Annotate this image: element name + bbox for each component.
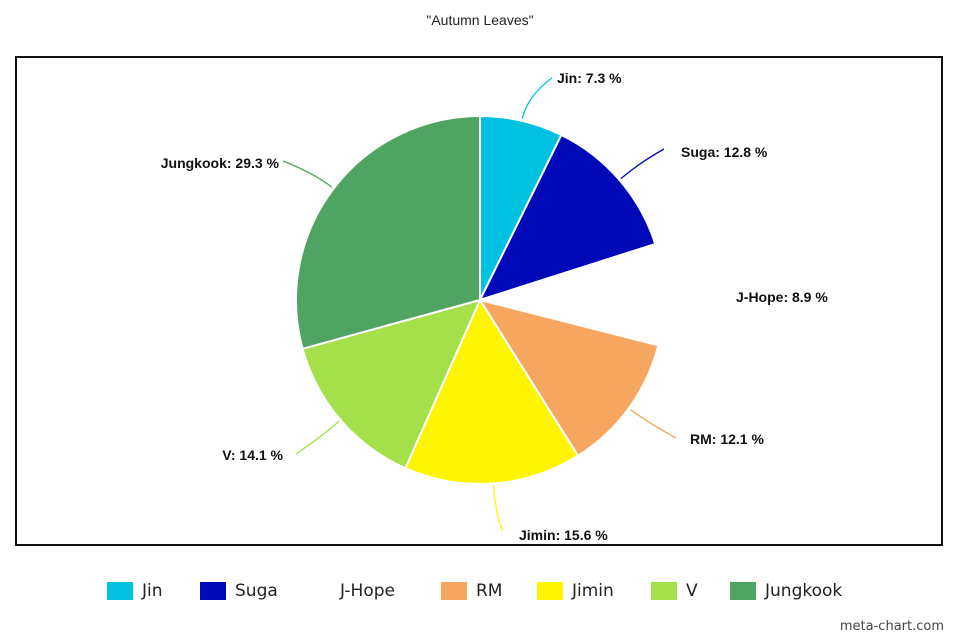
legend-label: J-Hope bbox=[340, 581, 395, 601]
slice-label-jin: Jin: 7.3 % bbox=[557, 70, 622, 86]
leader-line-rm bbox=[629, 408, 677, 439]
leader-line-suga bbox=[620, 148, 665, 180]
legend-swatch bbox=[200, 582, 226, 600]
pie-slice-jimin bbox=[404, 297, 580, 485]
legend-swatch bbox=[537, 582, 563, 600]
slice-label-jimin: Jimin: 15.6 % bbox=[519, 527, 608, 543]
slice-label-v: V: 14.1 % bbox=[222, 447, 283, 463]
legend-item-jin[interactable]: Jin bbox=[107, 577, 163, 605]
leader-line-jin bbox=[521, 77, 553, 120]
legend: Jin Suga J-Hope RM Jimin V Jungkook bbox=[0, 577, 960, 605]
legend-label: Jin bbox=[142, 581, 163, 601]
slice-label-suga: Suga: 12.8 % bbox=[681, 144, 768, 160]
plot-frame bbox=[15, 56, 943, 546]
slice-label-j-hope: J-Hope: 8.9 % bbox=[736, 289, 828, 305]
pie-slice-v bbox=[301, 298, 482, 470]
pie-slice-j-hope bbox=[476, 242, 665, 347]
pie-slice-suga bbox=[478, 133, 657, 302]
legend-item-j-hope[interactable]: J-Hope bbox=[305, 577, 395, 605]
legend-item-rm[interactable]: RM bbox=[441, 577, 502, 605]
credit-text: meta-chart.com bbox=[839, 619, 944, 634]
slice-label-jungkook: Jungkook: 29.3 % bbox=[161, 155, 280, 171]
slice-label-rm: RM: 12.1 % bbox=[690, 431, 764, 447]
legend-item-jimin[interactable]: Jimin bbox=[537, 577, 614, 605]
pie-slice-jungkook bbox=[295, 114, 481, 351]
legend-swatch bbox=[305, 582, 331, 600]
legend-item-v[interactable]: V bbox=[651, 577, 698, 605]
legend-swatch bbox=[730, 582, 756, 600]
pie-slice-rm bbox=[477, 298, 660, 458]
chart-title: "Autumn Leaves" bbox=[426, 12, 534, 28]
legend-label: Jungkook bbox=[765, 581, 843, 601]
legend-swatch bbox=[651, 582, 677, 600]
legend-label: V bbox=[686, 581, 698, 601]
legend-label: Suga bbox=[235, 581, 278, 601]
legend-item-suga[interactable]: Suga bbox=[200, 577, 278, 605]
legend-item-jungkook[interactable]: Jungkook bbox=[730, 577, 842, 605]
leader-line-v bbox=[295, 420, 340, 455]
legend-swatch bbox=[107, 582, 133, 600]
legend-label: RM bbox=[476, 581, 503, 601]
leader-line-jimin bbox=[492, 485, 503, 531]
legend-swatch bbox=[441, 582, 467, 600]
legend-label: Jimin bbox=[572, 581, 614, 601]
leader-line-jungkook bbox=[282, 160, 333, 188]
